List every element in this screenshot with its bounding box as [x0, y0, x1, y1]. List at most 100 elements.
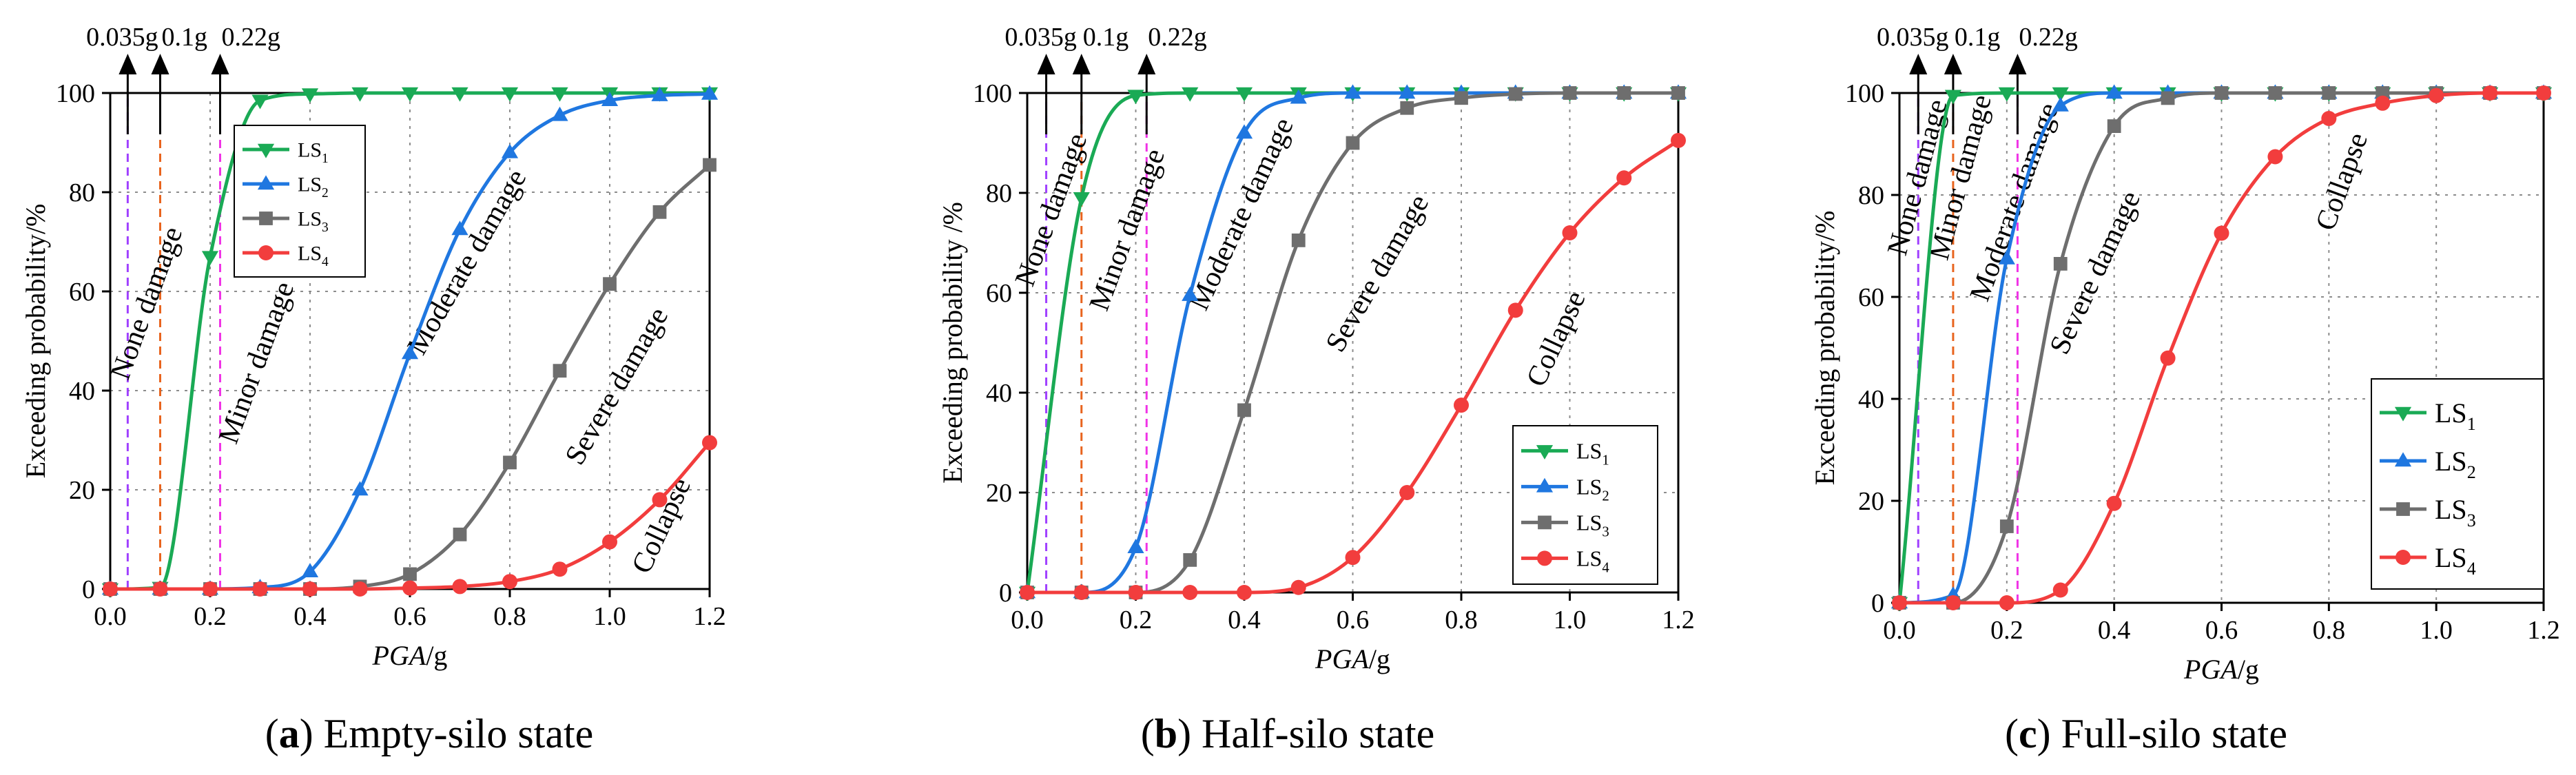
- x-axis-label-unit: /g: [426, 640, 447, 671]
- y-tick-label: 20: [69, 476, 95, 505]
- data-point-ls2: [601, 92, 619, 107]
- data-point-ls3: [2376, 86, 2390, 100]
- data-point-ls1: [401, 87, 419, 102]
- data-point-ls3: [2268, 86, 2283, 100]
- data-point-ls3: [1508, 87, 1523, 101]
- y-axis-label: Exceeding probability /%: [937, 202, 968, 484]
- data-point-ls2: [1344, 84, 1361, 99]
- x-axis-label-var: PGA: [2183, 654, 2238, 685]
- legend-swatch-marker: [1536, 445, 1554, 460]
- data-point-ls4: [152, 581, 168, 597]
- data-point-ls4: [2536, 85, 2551, 101]
- x-tick-label: 0.0: [1011, 606, 1044, 634]
- y-tick-label: 60: [69, 278, 95, 307]
- data-point-ls3: [1400, 101, 1414, 115]
- data-point-ls3: [453, 527, 467, 541]
- data-point-ls4: [1182, 585, 1198, 600]
- x-tick-label: 0.4: [1228, 606, 1261, 634]
- x-axis-label: PGA/g: [2183, 654, 2259, 685]
- x-tick-label: 1.2: [1662, 606, 1695, 634]
- data-point-ls1: [551, 87, 568, 102]
- data-point-ls4: [103, 581, 118, 597]
- y-tick-label: 100: [1845, 79, 1884, 108]
- x-axis-label-var: PGA: [1315, 643, 1369, 674]
- damage-state-label: Collapse: [626, 473, 697, 579]
- damage-state-label: Severe damage: [559, 302, 675, 470]
- y-tick-label: 0: [999, 579, 1012, 608]
- data-point-ls4: [2267, 149, 2283, 165]
- damage-state-label: None damage: [105, 223, 189, 384]
- data-point-ls4: [2106, 495, 2122, 511]
- legend-swatch-marker: [257, 143, 275, 158]
- reference-arrow-head: [1037, 54, 1055, 74]
- y-tick-label: 20: [1858, 487, 1884, 516]
- data-point-ls2: [501, 143, 519, 158]
- damage-state-label: Moderate damage: [402, 164, 533, 360]
- caption-letter: b: [1154, 711, 1178, 756]
- y-tick-label: 80: [69, 178, 95, 207]
- reference-label: 0.1g: [1955, 23, 2001, 52]
- x-tick-label: 1.2: [2527, 616, 2560, 645]
- data-point-ls4: [1562, 225, 1578, 240]
- data-point-ls1: [501, 87, 519, 102]
- data-point-ls3: [1999, 519, 2014, 533]
- data-point-ls4: [1999, 595, 2015, 610]
- y-tick-label: 80: [1858, 181, 1884, 210]
- reference-arrow-head: [1909, 54, 1928, 74]
- data-point-ls4: [1020, 585, 1035, 600]
- x-tick-label: 0.2: [1990, 616, 2023, 645]
- data-point-ls1: [1182, 87, 1199, 102]
- damage-state-label: Collapse: [2310, 129, 2374, 235]
- damage-state-label: Minor damage: [1084, 145, 1171, 315]
- data-point-ls1: [251, 94, 269, 110]
- legend-swatch-marker: [1536, 477, 1554, 493]
- legend-label-subscript: 4: [1602, 560, 1609, 576]
- x-tick-label: 1.0: [593, 602, 626, 631]
- x-axis-label: PGA/g: [1315, 643, 1390, 674]
- legend-label-subscript: 3: [2467, 510, 2476, 530]
- reference-label: 0.1g: [162, 23, 208, 52]
- damage-state-label: Severe damage: [1320, 189, 1436, 358]
- legend-label-subscript: 3: [1602, 524, 1609, 540]
- chart-full-silo: 0.035g 0.1g 0.22g 0.0 0.2 0.4 0.6 0.8 1.0 1.2 0 20 4…: [1809, 23, 2560, 685]
- data-point-ls3: [1291, 233, 1306, 247]
- data-point-ls4: [252, 581, 268, 597]
- x-tick-label: 0.8: [2313, 616, 2346, 645]
- x-axis-label: PGA/g: [372, 640, 448, 671]
- reference-label: 0.22g: [1148, 23, 1207, 52]
- data-point-ls4: [2160, 350, 2176, 366]
- y-tick-label: 20: [986, 479, 1012, 508]
- legend-swatch-marker: [2394, 406, 2412, 422]
- reference-arrow-head: [2008, 54, 2027, 74]
- x-tick-label: 1.2: [693, 602, 726, 631]
- data-point-ls3: [1183, 552, 1197, 567]
- data-point-ls4: [702, 435, 717, 451]
- data-point-ls1: [1127, 90, 1144, 105]
- reference-label: 0.035g: [1004, 23, 1077, 52]
- reference-arrow-head: [1944, 54, 1962, 74]
- data-point-ls3: [2214, 86, 2229, 100]
- legend-label-subscript: 1: [322, 152, 329, 166]
- chart-empty-silo: 0.035g 0.1g 0.22g 0.0 0.2 0.4 0.6 0.8 1.0 1.2 0 20 4…: [20, 23, 726, 671]
- data-point-ls3: [2053, 257, 2068, 271]
- x-axis-label-unit: /g: [1369, 643, 1390, 674]
- x-tick-label: 0.6: [393, 602, 426, 631]
- data-point-ls3: [703, 158, 717, 172]
- y-axis-label: Exceeding probability/%: [1809, 211, 1840, 486]
- data-point-ls2: [1182, 286, 1199, 301]
- data-point-ls3: [652, 205, 667, 219]
- data-point-ls3: [603, 277, 617, 291]
- data-point-ls2: [651, 86, 668, 101]
- data-point-ls4: [352, 581, 368, 597]
- legend-label-subscript: 2: [2467, 462, 2476, 482]
- data-point-ls4: [1945, 595, 1961, 610]
- series-line-ls4: [1899, 91, 2544, 605]
- data-point-ls1: [1073, 192, 1090, 207]
- data-point-ls1: [301, 88, 319, 103]
- reference-label: 0.035g: [86, 23, 158, 52]
- data-point-ls2: [2105, 84, 2123, 99]
- data-point-ls4: [452, 579, 468, 595]
- data-point-ls1: [451, 87, 468, 102]
- data-point-ls3: [2161, 91, 2175, 105]
